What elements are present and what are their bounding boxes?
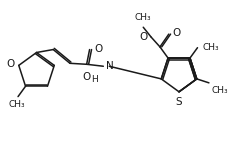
Text: O: O (6, 59, 14, 69)
Text: O: O (173, 28, 181, 38)
Text: CH₃: CH₃ (212, 86, 229, 95)
Text: S: S (176, 97, 182, 107)
Text: H: H (92, 75, 98, 84)
Text: O: O (82, 72, 91, 82)
Text: CH₃: CH₃ (9, 99, 25, 109)
Text: CH₃: CH₃ (135, 13, 152, 22)
Text: O: O (139, 32, 148, 42)
Text: CH₃: CH₃ (202, 43, 219, 52)
Text: O: O (94, 44, 103, 54)
Text: N: N (106, 61, 114, 71)
